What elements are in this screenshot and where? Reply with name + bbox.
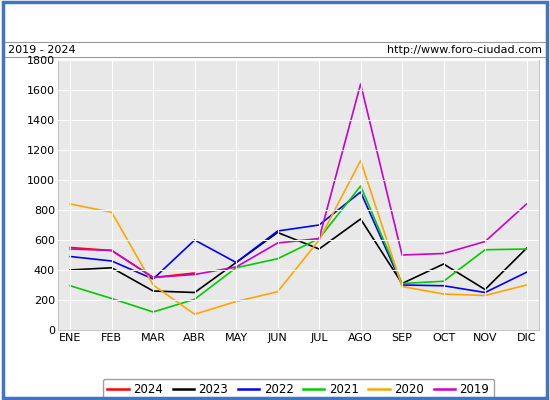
Text: 2019 - 2024: 2019 - 2024 xyxy=(8,45,76,55)
Legend: 2024, 2023, 2022, 2021, 2020, 2019: 2024, 2023, 2022, 2021, 2020, 2019 xyxy=(103,379,494,400)
Text: http://www.foro-ciudad.com: http://www.foro-ciudad.com xyxy=(387,45,542,55)
Text: Evolucion Nº Turistas Nacionales en el municipio de Vitigudino: Evolucion Nº Turistas Nacionales en el m… xyxy=(7,14,543,28)
